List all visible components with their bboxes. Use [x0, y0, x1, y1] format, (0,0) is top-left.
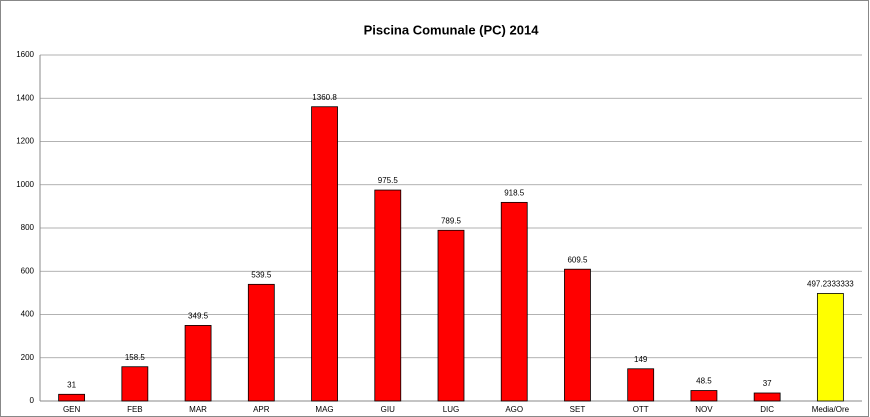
data-label: 48.5: [696, 377, 712, 386]
x-tick-label: AGO: [505, 405, 523, 414]
x-tick-label: MAG: [315, 405, 333, 414]
y-tick-label: 1000: [16, 180, 34, 189]
bar: [690, 390, 718, 402]
data-label: 918.5: [504, 188, 525, 197]
data-label: 497.2333333: [807, 280, 854, 289]
x-tick-label: SET: [570, 405, 586, 414]
bar: [627, 368, 655, 402]
x-tick-label: OTT: [633, 405, 649, 414]
data-label: 609.5: [567, 255, 588, 264]
x-tick-label: Media/Ore: [812, 405, 850, 414]
data-label: 37: [763, 379, 772, 388]
bar: [247, 283, 275, 402]
y-tick-label: 1200: [16, 137, 34, 146]
y-tick-label: 600: [21, 266, 35, 275]
y-tick-label: 800: [21, 223, 35, 232]
data-label: 975.5: [378, 176, 399, 185]
data-label: 31: [67, 380, 76, 389]
x-tick-label: GIU: [381, 405, 395, 414]
bar: [500, 201, 528, 402]
bar: [374, 189, 402, 402]
x-tick-label: NOV: [695, 405, 713, 414]
data-label: 539.5: [251, 270, 272, 279]
x-tick-label: LUG: [443, 405, 459, 414]
data-label: 158.5: [125, 353, 146, 362]
bar: [753, 392, 781, 402]
bar: [564, 268, 591, 402]
data-label: 1360.8: [312, 93, 337, 102]
y-tick-label: 1600: [16, 50, 34, 59]
x-tick-label: GEN: [63, 405, 81, 414]
bar: [121, 366, 149, 402]
x-tick-label: DIC: [760, 405, 774, 414]
chart-title: Piscina Comunale (PC) 2014: [364, 22, 540, 37]
bar: [437, 229, 465, 402]
bar: [311, 106, 338, 402]
bar: [816, 293, 844, 402]
y-tick-label: 400: [21, 310, 35, 319]
y-tick-label: 1400: [16, 93, 34, 102]
bar: [58, 393, 86, 402]
data-label: 349.5: [188, 312, 209, 321]
x-tick-label: MAR: [189, 405, 207, 414]
x-tick-label: FEB: [127, 405, 143, 414]
y-tick-label: 0: [30, 396, 35, 405]
y-tick-label: 200: [21, 353, 35, 362]
data-label: 149: [634, 355, 648, 364]
data-label: 789.5: [441, 216, 462, 225]
bar: [184, 325, 212, 402]
x-tick-label: APR: [253, 405, 270, 414]
